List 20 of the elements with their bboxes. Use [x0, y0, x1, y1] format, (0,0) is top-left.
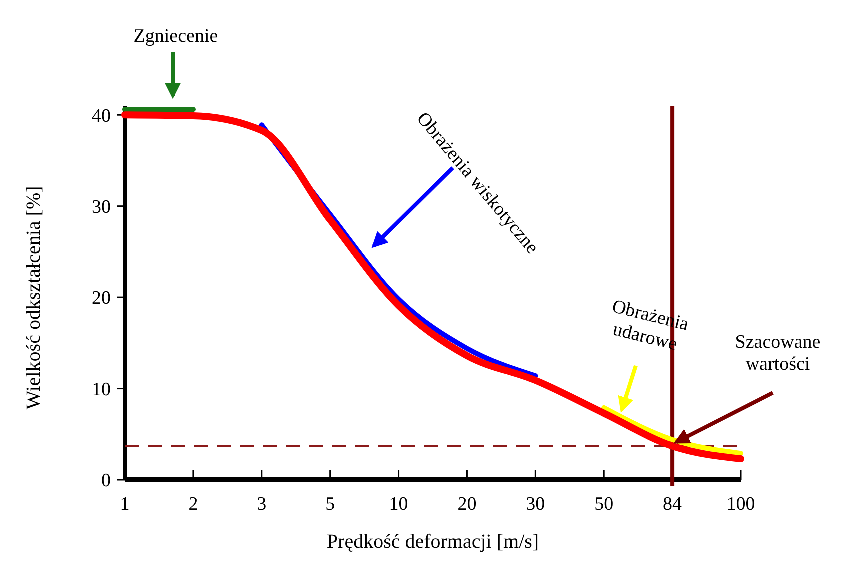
x-axis-title: Prędkość deformacji [m/s] [326, 531, 540, 553]
y-tick-label: 10 [92, 379, 111, 400]
y-tick-label: 20 [92, 288, 111, 310]
x-tick-label: 10 [389, 494, 408, 515]
x-tick-label: 2 [188, 494, 198, 515]
y-tick-label: 30 [92, 196, 111, 218]
text: Zgniecenie [134, 26, 218, 47]
x-tick-label: 1 [120, 494, 130, 515]
y-axis-title: Wielkość odkształcenia [%] [23, 186, 45, 410]
x-tick-label: 3 [257, 494, 267, 515]
annotation: Szacowane wartości [735, 332, 821, 375]
y-tick-label: 0 [102, 470, 111, 492]
x-tick-label: 30 [526, 494, 546, 515]
y-tick-label: 40 [92, 106, 111, 127]
annotation: Obrażenia udarowe [610, 296, 692, 356]
x-tick-label: 50 [594, 494, 614, 515]
x-tick-label: 5 [326, 494, 336, 515]
x-tick-label: 100 [726, 494, 756, 515]
x-tick-label: 84 [663, 494, 683, 515]
x-tick-label: 20 [458, 494, 477, 515]
